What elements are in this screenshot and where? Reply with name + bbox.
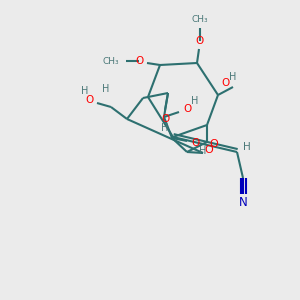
Text: O: O xyxy=(196,36,204,46)
Text: O: O xyxy=(161,114,169,124)
Text: O: O xyxy=(210,139,218,149)
Text: O: O xyxy=(221,78,229,88)
Text: H: H xyxy=(102,84,110,94)
Text: H: H xyxy=(191,96,199,106)
Text: O: O xyxy=(191,138,199,148)
Text: H: H xyxy=(81,86,89,96)
Text: CH₃: CH₃ xyxy=(192,14,208,23)
Text: CH₃: CH₃ xyxy=(103,56,119,65)
Text: O: O xyxy=(85,95,93,105)
Text: H: H xyxy=(243,142,251,152)
Text: H: H xyxy=(229,72,237,82)
Text: H: H xyxy=(161,123,169,133)
Text: O: O xyxy=(183,104,191,114)
Text: O: O xyxy=(205,145,213,155)
Text: O: O xyxy=(135,56,143,66)
Text: H: H xyxy=(199,146,207,156)
Text: N: N xyxy=(238,196,247,208)
